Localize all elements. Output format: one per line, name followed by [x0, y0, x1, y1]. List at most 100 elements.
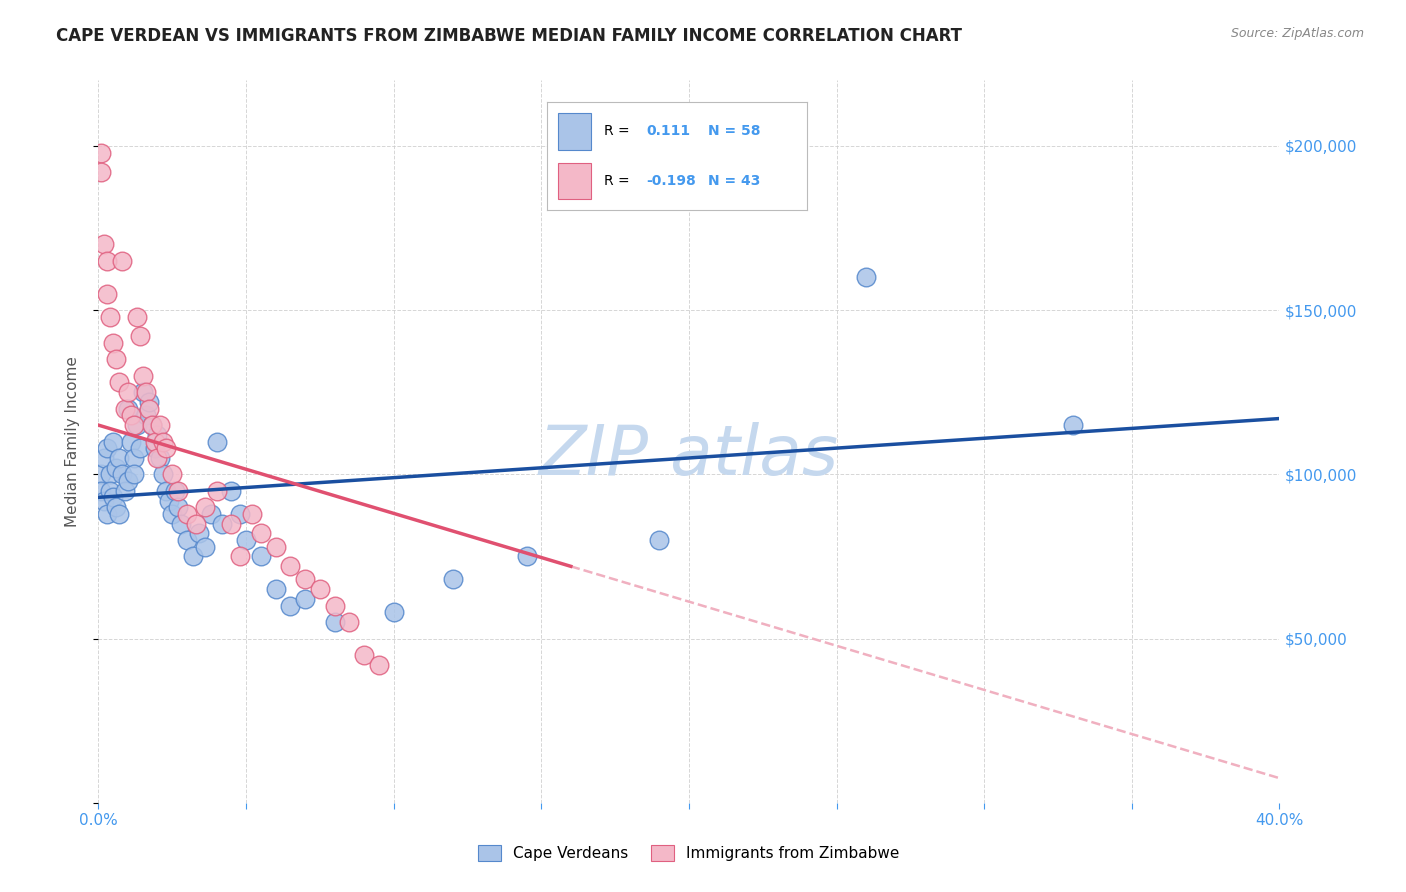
Point: [200, 507, 222, 521]
Point: [162, 507, 183, 521]
Point: [93, 493, 115, 508]
Point: [229, 549, 252, 564]
Point: [323, 599, 346, 613]
Point: [167, 500, 190, 515]
Point: [132, 368, 155, 383]
Point: [294, 573, 316, 587]
Point: [353, 648, 375, 662]
Point: [176, 533, 198, 547]
Point: [1062, 418, 1084, 433]
Point: [117, 385, 139, 400]
Point: [155, 441, 177, 455]
Point: [105, 500, 128, 515]
Point: [90, 483, 112, 498]
Point: [135, 385, 157, 400]
Point: [648, 533, 671, 547]
Point: [114, 483, 136, 498]
Point: [135, 409, 157, 423]
Point: [111, 467, 134, 482]
Point: [221, 516, 243, 531]
Point: [96, 253, 118, 268]
Point: [176, 507, 198, 521]
Point: [90, 467, 112, 482]
Point: [339, 615, 361, 630]
Point: [264, 582, 287, 597]
Point: [516, 549, 538, 564]
Point: [155, 483, 177, 498]
Point: [143, 441, 166, 455]
Point: [132, 385, 155, 400]
Point: [152, 467, 174, 482]
Point: [90, 145, 112, 160]
Y-axis label: Median Family Income: Median Family Income: [65, 356, 80, 527]
Point: [323, 615, 346, 630]
Point: [128, 441, 150, 455]
Point: [280, 559, 302, 574]
Point: [194, 540, 217, 554]
Point: [98, 467, 121, 482]
Point: [157, 493, 180, 508]
Point: [250, 549, 273, 564]
Point: [103, 491, 125, 505]
Point: [125, 310, 148, 324]
Point: [229, 507, 252, 521]
Point: [117, 474, 139, 488]
Point: [167, 483, 190, 498]
Text: Source: ZipAtlas.com: Source: ZipAtlas.com: [1230, 27, 1364, 40]
Point: [240, 507, 263, 521]
Point: [141, 418, 163, 433]
Point: [441, 573, 464, 587]
Point: [309, 582, 332, 597]
Point: [96, 507, 118, 521]
Point: [120, 434, 142, 449]
Point: [122, 467, 145, 482]
Point: [103, 434, 125, 449]
Point: [152, 434, 174, 449]
Point: [149, 418, 172, 433]
Point: [184, 516, 207, 531]
Point: [181, 549, 204, 564]
Point: [128, 329, 150, 343]
Point: [264, 540, 287, 554]
Point: [108, 376, 131, 390]
Point: [96, 441, 118, 455]
Point: [250, 526, 273, 541]
Point: [90, 165, 112, 179]
Point: [93, 237, 115, 252]
Point: [235, 533, 257, 547]
Legend: Cape Verdeans, Immigrants from Zimbabwe: Cape Verdeans, Immigrants from Zimbabwe: [472, 839, 905, 867]
Point: [120, 409, 142, 423]
Point: [280, 599, 302, 613]
Point: [294, 592, 316, 607]
Point: [382, 605, 405, 619]
Text: CAPE VERDEAN VS IMMIGRANTS FROM ZIMBABWE MEDIAN FAMILY INCOME CORRELATION CHART: CAPE VERDEAN VS IMMIGRANTS FROM ZIMBABWE…: [56, 27, 962, 45]
Point: [114, 401, 136, 416]
Point: [105, 460, 128, 475]
Point: [125, 418, 148, 433]
Point: [108, 507, 131, 521]
Point: [138, 401, 160, 416]
Point: [187, 526, 209, 541]
Point: [211, 516, 233, 531]
Point: [205, 483, 228, 498]
Point: [146, 428, 169, 442]
Point: [149, 450, 172, 465]
Point: [368, 657, 391, 672]
Point: [108, 450, 131, 465]
Point: [143, 434, 166, 449]
Point: [146, 450, 169, 465]
Point: [141, 418, 163, 433]
Point: [98, 310, 121, 324]
Point: [111, 253, 134, 268]
Point: [194, 500, 217, 515]
Point: [855, 270, 877, 285]
Point: [122, 450, 145, 465]
Point: [138, 395, 160, 409]
Point: [221, 483, 243, 498]
Point: [117, 401, 139, 416]
Point: [162, 467, 183, 482]
Point: [205, 434, 228, 449]
Point: [103, 336, 125, 351]
Point: [98, 483, 121, 498]
Point: [165, 483, 187, 498]
